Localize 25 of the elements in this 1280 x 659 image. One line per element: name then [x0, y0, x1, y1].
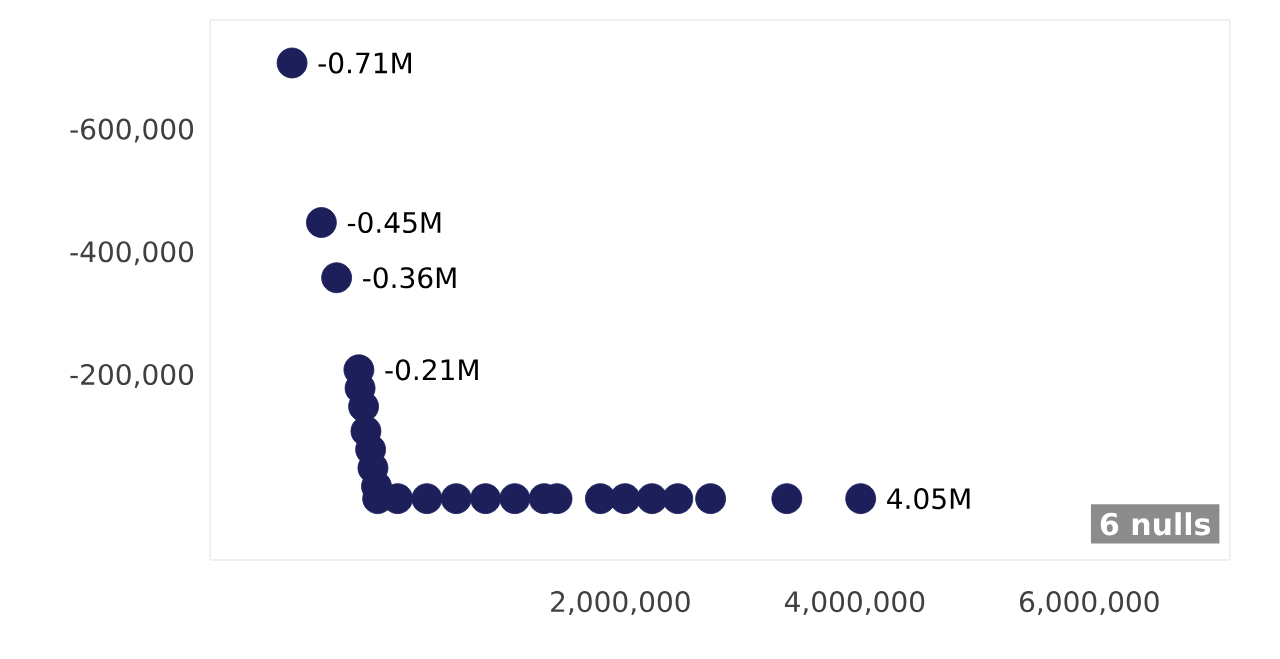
annotation: 4.05M	[887, 488, 970, 510]
point	[440, 483, 472, 515]
y-tick-label: -200,000	[70, 363, 194, 388]
point	[609, 483, 641, 515]
point	[771, 483, 803, 515]
point	[636, 483, 668, 515]
x-tick-label: 2,000,000	[551, 591, 690, 616]
point	[499, 483, 531, 515]
annotation: -0.36M	[363, 267, 456, 289]
point	[305, 207, 337, 238]
point	[695, 483, 727, 515]
x-tick-label: 6,000,000	[1020, 591, 1159, 616]
point	[411, 483, 443, 515]
x-tick-label: 4,000,000	[784, 591, 925, 616]
annotation: -0.71M	[318, 52, 411, 74]
y-tick-label: -400,000	[70, 241, 194, 266]
point	[662, 483, 694, 515]
y-tick-label: -600,000	[70, 118, 194, 143]
point	[470, 483, 501, 515]
point	[276, 47, 308, 79]
point	[845, 483, 877, 515]
point	[321, 262, 353, 294]
annotation: -0.21M	[385, 359, 478, 381]
annotation: -0.45M	[347, 211, 441, 234]
annotation: 6 nulls	[1100, 512, 1210, 536]
